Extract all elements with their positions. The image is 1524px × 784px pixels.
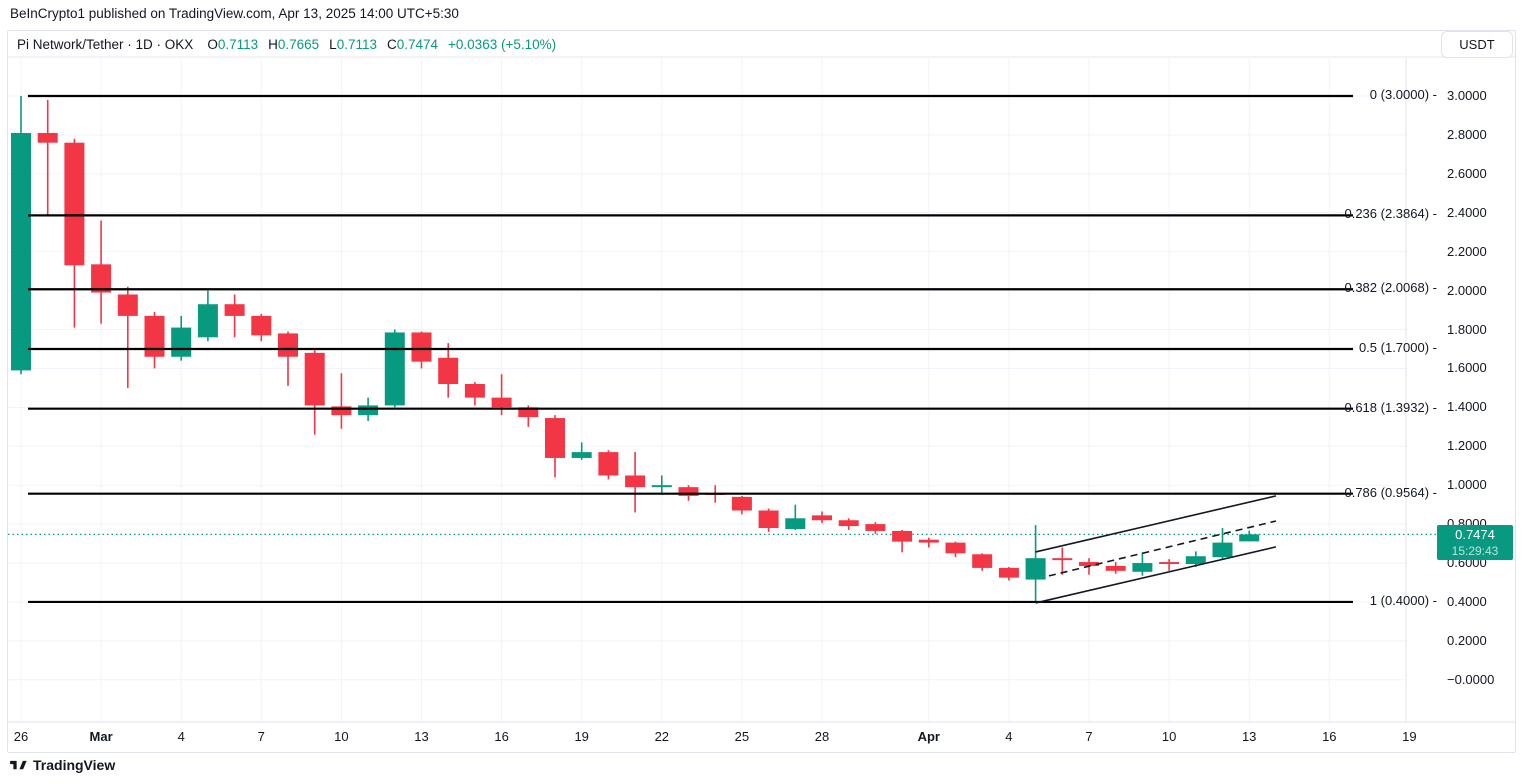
symbol-title: Pi Network/Tether · 1D · OKX <box>17 37 194 52</box>
tradingview-logo-icon <box>10 760 27 769</box>
open-key: O <box>207 37 218 52</box>
close-key: C <box>386 37 397 52</box>
high-value: 0.7665 <box>277 37 320 52</box>
candle-countdown: 15:29:43 <box>1451 543 1499 558</box>
currency-usdt-button[interactable]: USDT <box>1441 31 1513 58</box>
close-value: 0.7474 <box>396 37 439 52</box>
chart-widget-frame <box>7 30 1516 753</box>
tradingview-logo-text: TradingView <box>33 757 116 773</box>
current-price-badge: 0.7474 15:29:43 <box>1437 525 1513 561</box>
low-key: L <box>329 37 337 52</box>
open-value: 0.7113 <box>217 37 259 52</box>
tradingview-footer[interactable]: TradingView <box>10 757 115 773</box>
change-value: +0.0363 (+5.10%) <box>448 37 557 52</box>
symbol-legend: Pi Network/Tether · 1D · OKX O0.7113 H0.76… <box>17 37 556 52</box>
current-price-value: 0.7474 <box>1455 527 1495 543</box>
high-key: H <box>268 37 278 52</box>
low-value: 0.7113 <box>336 37 377 52</box>
published-attribution: BeInCrypto1 published on TradingView.com… <box>10 6 459 21</box>
